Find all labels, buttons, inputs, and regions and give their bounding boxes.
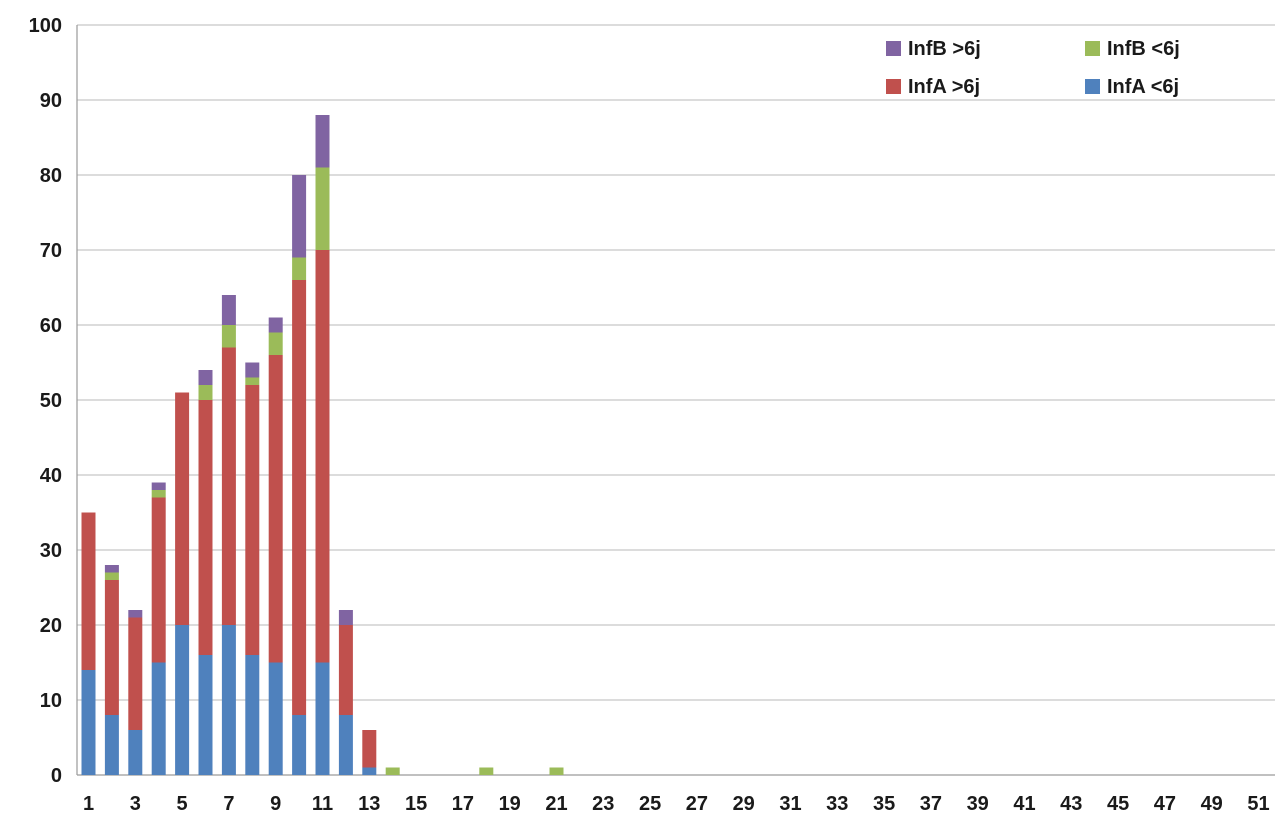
bar-week-13-series-1 xyxy=(362,730,377,768)
x-tick-label-33: 33 xyxy=(826,793,848,815)
legend-label-2: InfA >6j xyxy=(908,76,980,98)
legend-swatch-1 xyxy=(1085,41,1100,56)
bar-week-7-series-2 xyxy=(221,325,236,348)
bar-week-7-series-1 xyxy=(221,347,236,625)
bar-week-6-series-1 xyxy=(198,400,213,655)
bar-week-2-series-2 xyxy=(104,572,119,580)
y-tick-label-30: 30 xyxy=(40,540,62,562)
bar-week-10-series-3 xyxy=(292,175,307,258)
x-tick-label-29: 29 xyxy=(733,793,755,815)
bar-week-6-series-2 xyxy=(198,385,213,400)
legend-label-0: InfB >6j xyxy=(908,38,981,60)
x-tick-label-19: 19 xyxy=(499,793,521,815)
y-tick-label-60: 60 xyxy=(40,315,62,337)
x-tick-label-31: 31 xyxy=(779,793,801,815)
x-tick-label-7: 7 xyxy=(223,793,234,815)
y-tick-label-0: 0 xyxy=(51,765,62,787)
bar-week-11-series-2 xyxy=(315,167,330,250)
y-tick-label-70: 70 xyxy=(40,240,62,262)
bar-week-8-series-0 xyxy=(245,655,260,775)
y-tick-label-50: 50 xyxy=(40,390,62,412)
legend-swatch-2 xyxy=(886,79,901,94)
y-tick-label-80: 80 xyxy=(40,165,62,187)
bar-week-12-series-1 xyxy=(338,625,353,715)
x-tick-label-27: 27 xyxy=(686,793,708,815)
x-tick-label-47: 47 xyxy=(1154,793,1176,815)
bars xyxy=(81,115,564,775)
x-tick-label-51: 51 xyxy=(1247,793,1269,815)
x-tick-label-17: 17 xyxy=(452,793,474,815)
x-tick-label-9: 9 xyxy=(270,793,281,815)
bar-week-10-series-0 xyxy=(292,715,307,775)
bar-week-10-series-2 xyxy=(292,257,307,280)
x-tick-label-37: 37 xyxy=(920,793,942,815)
bar-week-5-series-1 xyxy=(175,392,190,625)
bar-week-11-series-3 xyxy=(315,115,330,168)
bar-week-12-series-0 xyxy=(338,715,353,775)
x-tick-labels: 1 3 5 7 9 11 13 15 17 19 21 23 25 27 29 31 33 35 37 39 41 43 4… xyxy=(83,793,1270,815)
legend: InfB >6j InfB <6j InfA >6j InfA <6j xyxy=(886,38,1180,98)
bar-week-1-series-0 xyxy=(81,670,96,775)
x-tick-label-43: 43 xyxy=(1060,793,1082,815)
bar-week-6-series-3 xyxy=(198,370,213,385)
bar-week-4-series-3 xyxy=(151,482,166,490)
bar-week-4-series-1 xyxy=(151,497,166,663)
x-tick-label-3: 3 xyxy=(130,793,141,815)
bar-week-6-series-0 xyxy=(198,655,213,775)
x-tick-label-49: 49 xyxy=(1201,793,1223,815)
y-tick-label-10: 10 xyxy=(40,690,62,712)
x-tick-label-41: 41 xyxy=(1013,793,1035,815)
bar-week-5-series-0 xyxy=(175,625,190,775)
bar-week-2-series-0 xyxy=(104,715,119,775)
x-tick-label-23: 23 xyxy=(592,793,614,815)
x-tick-label-5: 5 xyxy=(177,793,188,815)
x-tick-label-25: 25 xyxy=(639,793,661,815)
bar-week-7-series-0 xyxy=(221,625,236,775)
legend-swatch-0 xyxy=(886,41,901,56)
bar-week-1-series-1 xyxy=(81,512,96,670)
bar-week-2-series-1 xyxy=(104,580,119,715)
y-tick-label-40: 40 xyxy=(40,465,62,487)
x-tick-label-15: 15 xyxy=(405,793,427,815)
bar-week-3-series-1 xyxy=(128,617,143,730)
y-tick-labels: 0 10 20 30 40 50 60 70 80 90 100 xyxy=(29,15,62,787)
legend-label-1: InfB <6j xyxy=(1107,38,1180,60)
bar-week-2-series-3 xyxy=(104,565,119,573)
x-tick-label-35: 35 xyxy=(873,793,895,815)
y-tick-label-90: 90 xyxy=(40,90,62,112)
bar-week-8-series-2 xyxy=(245,377,260,385)
bar-week-4-series-2 xyxy=(151,490,166,498)
bar-week-9-series-0 xyxy=(268,662,283,775)
x-tick-label-21: 21 xyxy=(545,793,567,815)
x-tick-label-13: 13 xyxy=(358,793,380,815)
bar-week-7-series-3 xyxy=(221,295,236,325)
x-tick-label-45: 45 xyxy=(1107,793,1129,815)
bar-week-18-series-2 xyxy=(479,767,494,775)
bar-week-3-series-3 xyxy=(128,610,143,618)
bar-week-3-series-0 xyxy=(128,730,143,775)
y-tick-label-100: 100 xyxy=(29,15,62,37)
bar-week-8-series-1 xyxy=(245,385,260,655)
bar-week-11-series-1 xyxy=(315,250,330,663)
x-tick-label-11: 11 xyxy=(312,793,333,815)
legend-label-3: InfA <6j xyxy=(1107,76,1179,98)
bar-week-12-series-3 xyxy=(338,610,353,625)
x-tick-label-39: 39 xyxy=(967,793,989,815)
bar-week-8-series-3 xyxy=(245,362,260,378)
bar-week-4-series-0 xyxy=(151,662,166,775)
bar-week-21-series-2 xyxy=(549,767,564,775)
bar-week-11-series-0 xyxy=(315,662,330,775)
y-tick-label-20: 20 xyxy=(40,615,62,637)
bar-week-9-series-2 xyxy=(268,332,283,355)
legend-swatch-3 xyxy=(1085,79,1100,94)
x-tick-label-1: 1 xyxy=(83,793,94,815)
bar-week-9-series-1 xyxy=(268,355,283,663)
bar-week-14-series-2 xyxy=(385,767,400,775)
bar-week-13-series-0 xyxy=(362,767,377,775)
bar-week-9-series-3 xyxy=(268,317,283,333)
bar-week-10-series-1 xyxy=(292,280,307,715)
